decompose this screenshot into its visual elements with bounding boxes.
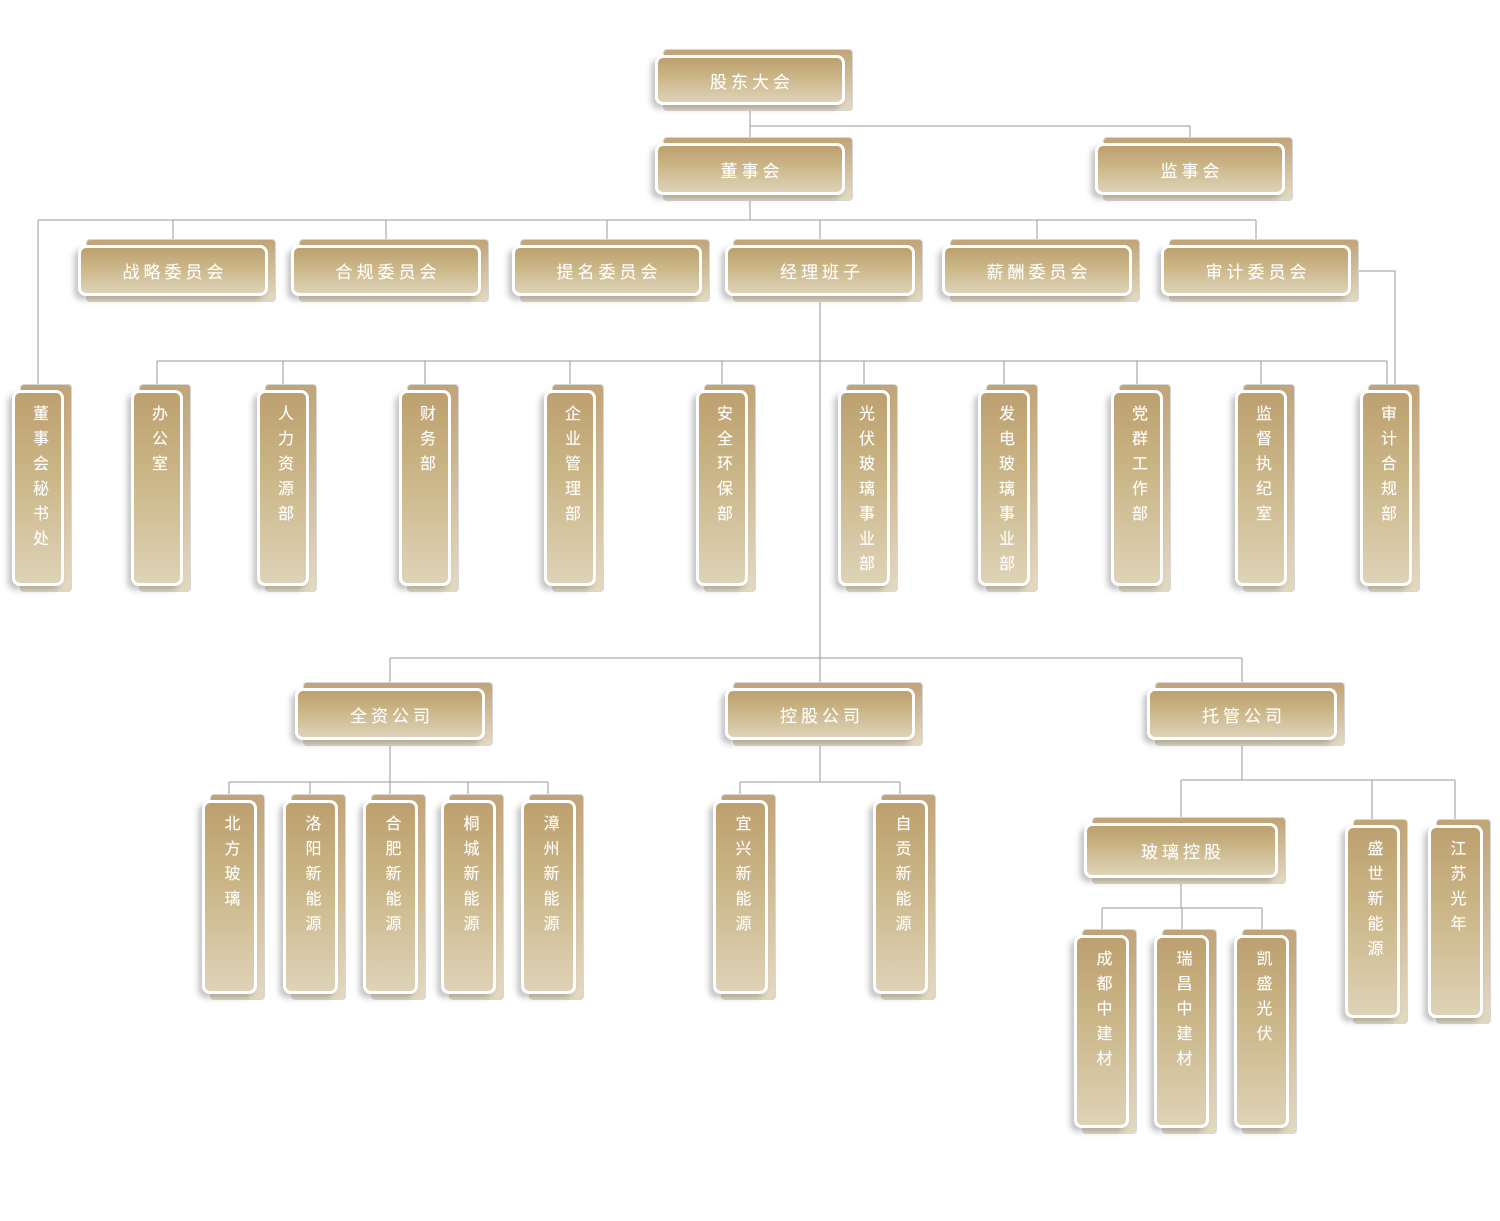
node-party-mass-department: 党群工作部 [1111, 384, 1171, 592]
node-label: 自贡新能源 [892, 815, 910, 940]
node-label: 财务部 [417, 405, 434, 480]
node-safety-environment-department: 安全环保部 [696, 384, 756, 592]
node-label: 江苏光年 [1447, 840, 1465, 940]
node-label: 控股公司 [780, 706, 864, 726]
node-discipline-office: 监督执纪室 [1235, 384, 1295, 592]
node-label: 办公室 [149, 405, 166, 480]
node-label: 宜兴新能源 [732, 815, 750, 940]
node-supervisory-board: 监事会 [1095, 137, 1293, 201]
node-label: 托管公司 [1202, 706, 1286, 726]
node-compliance-committee: 合规委员会 [291, 239, 489, 302]
node-label: 人力资源部 [275, 405, 292, 530]
node-label: 经理班子 [780, 263, 864, 282]
node-label: 党群工作部 [1129, 405, 1146, 530]
node-finance-department: 财务部 [399, 384, 459, 592]
node-label: 光伏玻璃事业部 [856, 405, 873, 580]
node-label: 全资公司 [350, 706, 434, 726]
node-label: 瑞昌中建材 [1173, 950, 1191, 1075]
node-yixing-new-energy: 宜兴新能源 [713, 794, 776, 1000]
node-label: 玻璃控股 [1141, 843, 1225, 862]
node-pv-glass-division: 光伏玻璃事业部 [838, 384, 898, 592]
node-label: 监事会 [1160, 161, 1224, 181]
node-jiangsu-guangnian: 江苏光年 [1428, 819, 1491, 1024]
node-nomination-committee: 提名委员会 [512, 239, 710, 302]
node-label: 桐城新能源 [460, 815, 478, 940]
node-label: 企业管理部 [562, 405, 579, 530]
node-label: 发电玻璃事业部 [996, 405, 1013, 580]
node-label: 凯盛光伏 [1253, 950, 1271, 1050]
node-luoyang-new-energy: 洛阳新能源 [283, 794, 346, 1000]
node-audit-compliance-department: 审计合规部 [1360, 384, 1420, 592]
node-zigong-new-energy: 自贡新能源 [873, 794, 936, 1000]
node-label: 提名委员会 [556, 263, 662, 282]
node-wholly-owned-companies: 全资公司 [295, 682, 493, 746]
node-glass-holding: 玻璃控股 [1084, 817, 1286, 884]
node-label: 董事会秘书处 [30, 405, 47, 555]
node-label: 成都中建材 [1093, 950, 1111, 1075]
node-management-team: 经理班子 [725, 239, 923, 302]
node-tongcheng-new-energy: 桐城新能源 [441, 794, 504, 1000]
node-label: 洛阳新能源 [302, 815, 320, 940]
node-label: 董事会 [720, 161, 784, 181]
node-label: 盛世新能源 [1364, 840, 1382, 965]
node-enterprise-management-department: 企业管理部 [544, 384, 604, 592]
node-label: 薪酬委员会 [986, 263, 1092, 282]
node-chengdu-cnbm: 成都中建材 [1074, 929, 1137, 1134]
node-remuneration-committee: 薪酬委员会 [942, 239, 1140, 302]
node-label: 漳州新能源 [540, 815, 558, 940]
node-label: 监督执纪室 [1253, 405, 1270, 530]
node-office: 办公室 [131, 384, 191, 592]
node-trusteeship-companies: 托管公司 [1147, 682, 1345, 746]
node-north-glass: 北方玻璃 [202, 794, 265, 1000]
node-kaisheng-pv: 凯盛光伏 [1234, 929, 1297, 1134]
node-power-glass-division: 发电玻璃事业部 [978, 384, 1038, 592]
node-label: 合规委员会 [335, 263, 441, 282]
node-label: 北方玻璃 [221, 815, 239, 915]
node-hefei-new-energy: 合肥新能源 [363, 794, 426, 1000]
node-hr-department: 人力资源部 [257, 384, 317, 592]
node-audit-committee: 审计委员会 [1161, 239, 1359, 302]
node-label: 合肥新能源 [382, 815, 400, 940]
node-zhangzhou-new-energy: 漳州新能源 [521, 794, 584, 1000]
node-label: 战略委员会 [122, 263, 228, 282]
node-label: 安全环保部 [714, 405, 731, 530]
node-label: 审计合规部 [1378, 405, 1395, 530]
node-shengshi-new-energy: 盛世新能源 [1345, 819, 1408, 1024]
node-board-of-directors: 董事会 [655, 137, 853, 201]
node-board-secretariat: 董事会秘书处 [12, 384, 72, 592]
node-ruichang-cnbm: 瑞昌中建材 [1154, 929, 1217, 1134]
node-label: 股东大会 [710, 72, 794, 92]
node-strategy-committee: 战略委员会 [78, 239, 276, 302]
node-label: 审计委员会 [1205, 263, 1311, 282]
node-shareholders-meeting: 股东大会 [655, 49, 853, 111]
node-holding-companies: 控股公司 [725, 682, 923, 746]
